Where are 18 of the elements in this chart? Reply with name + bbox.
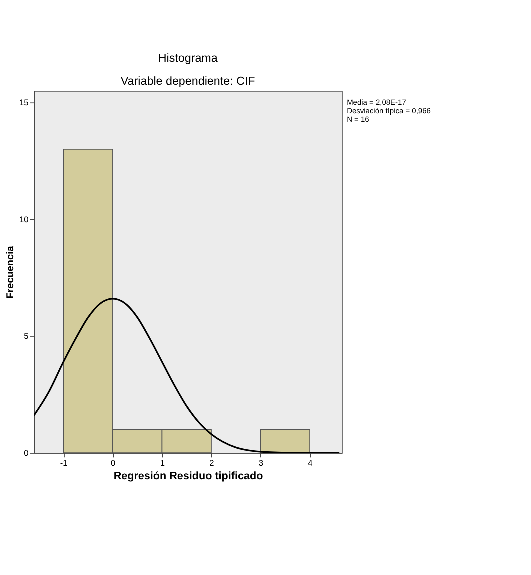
y-tick-label: 5 bbox=[24, 331, 30, 342]
chart-title: Histograma bbox=[158, 52, 218, 65]
x-tick-label: 1 bbox=[160, 458, 166, 468]
y-tick-label: 10 bbox=[19, 214, 30, 224]
chart-subtitle: Variable dependiente: CIF bbox=[120, 75, 256, 88]
y-axis-title: Frecuencia bbox=[6, 246, 17, 299]
x-tick-label: 2 bbox=[210, 458, 215, 468]
line-series bbox=[34, 298, 340, 454]
x-tick-label: 4 bbox=[308, 458, 314, 468]
y-tick-label: 0 bbox=[24, 448, 30, 458]
x-tick-label: 0 bbox=[111, 458, 116, 468]
x-tick-label: -1 bbox=[60, 458, 68, 468]
x-tick-label: 3 bbox=[258, 458, 264, 468]
x-axis-title: Regresión Residuo tipificado bbox=[114, 470, 264, 482]
text: Desviación típica = 0,966 bbox=[347, 106, 431, 116]
text: Media = 2,08E-17 bbox=[347, 98, 406, 108]
y-tick-label: 15 bbox=[19, 98, 30, 108]
text: N = 16 bbox=[347, 114, 370, 124]
